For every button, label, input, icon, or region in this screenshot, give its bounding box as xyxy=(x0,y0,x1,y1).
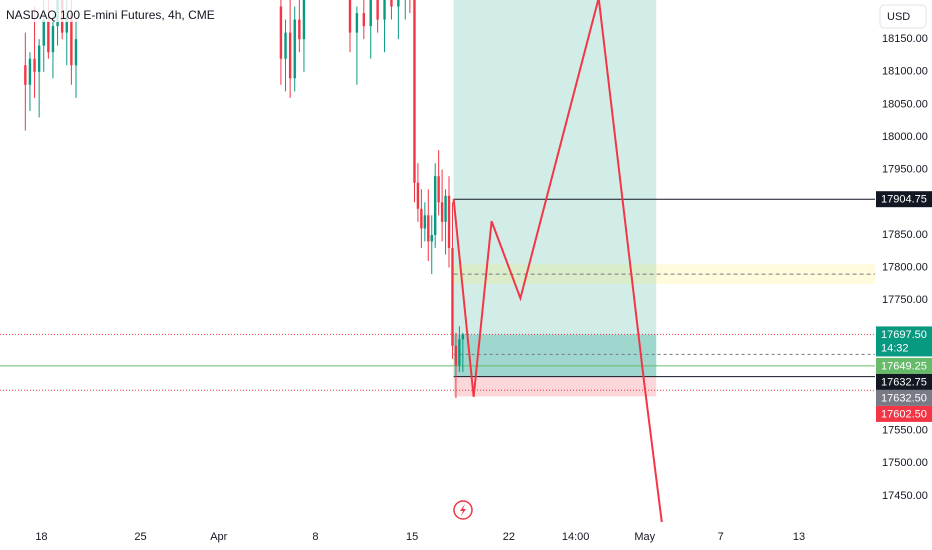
candle-body xyxy=(70,13,73,66)
candle-body xyxy=(298,19,301,40)
candle-body xyxy=(433,176,437,235)
title-bg xyxy=(0,0,240,22)
candle-body xyxy=(284,32,287,59)
price-tag xyxy=(876,191,932,208)
x-tick-label: 14:00 xyxy=(562,531,590,543)
chart-title: NASDAQ 100 E-mini Futures, 4h, CME xyxy=(6,8,215,22)
candle-body xyxy=(416,182,420,209)
candle-body xyxy=(362,13,366,27)
candle-body xyxy=(74,39,78,66)
open-profit xyxy=(453,334,657,377)
candle-body xyxy=(420,208,423,229)
x-tick-label: May xyxy=(634,531,655,543)
candle-body xyxy=(451,247,454,346)
price-tag-countdown: 14:32 xyxy=(881,342,909,354)
price-tag xyxy=(876,326,932,357)
candle-body xyxy=(454,345,458,366)
x-tick-label: 7 xyxy=(718,531,724,543)
alert-icon[interactable] xyxy=(453,500,473,520)
candle-body xyxy=(288,32,292,79)
price-tag-label: 17632.50 xyxy=(881,392,927,404)
price-tag-label: 17649.25 xyxy=(881,360,927,372)
currency-button[interactable] xyxy=(879,4,927,29)
candle-body xyxy=(458,339,461,366)
y-tick-label: 17550.00 xyxy=(882,425,928,437)
candle-body xyxy=(293,19,296,79)
candle-body xyxy=(397,0,400,7)
y-tick-label: 17950.00 xyxy=(882,164,928,176)
x-tick-label: 8 xyxy=(312,531,318,543)
price-tag xyxy=(876,389,932,406)
y-tick-label: 18050.00 xyxy=(882,98,928,110)
price-tag xyxy=(876,373,932,390)
candle-body xyxy=(423,215,427,229)
candle-body xyxy=(440,202,444,222)
price-tag-label: 17602.50 xyxy=(881,408,927,420)
candle-body xyxy=(444,195,447,222)
y-tick-label: 17500.00 xyxy=(882,457,928,469)
x-tick-label: 25 xyxy=(134,531,146,543)
price-tag-label: 17697.50 xyxy=(881,329,927,341)
y-tick-label: 17450.00 xyxy=(882,490,928,502)
candle-body xyxy=(447,195,451,248)
y-tick-label: 18150.00 xyxy=(882,33,928,45)
price-tag-label: 17632.75 xyxy=(881,376,927,388)
candle-body xyxy=(383,0,386,20)
target-zone xyxy=(453,0,657,377)
candle-body xyxy=(33,58,36,72)
candle-body xyxy=(427,215,430,242)
price-tag xyxy=(876,405,932,422)
x-tick-label: 13 xyxy=(793,531,805,543)
y-tick-label: 18100.00 xyxy=(882,66,928,78)
candle-body xyxy=(24,65,27,85)
candle-body xyxy=(28,58,32,85)
candle-body xyxy=(51,26,55,53)
candle-body xyxy=(413,0,416,183)
candle-body xyxy=(430,234,433,242)
candle-body xyxy=(302,0,306,40)
candle-body xyxy=(65,13,68,33)
candle-body xyxy=(390,0,393,7)
y-tick-label: 17850.00 xyxy=(882,229,928,241)
plot-area xyxy=(0,0,875,523)
x-tick-label: 22 xyxy=(503,531,515,543)
x-tick-label: 15 xyxy=(406,531,418,543)
candle-body xyxy=(279,6,283,59)
candle-body xyxy=(355,13,359,33)
stop-zone xyxy=(453,376,657,397)
candle-body xyxy=(348,0,352,33)
candle-body xyxy=(376,0,379,20)
candle-body xyxy=(369,0,372,27)
projection-line xyxy=(452,0,663,523)
price-tag-label: 17904.75 xyxy=(881,194,927,206)
x-tick-label: 18 xyxy=(35,531,47,543)
candle-body xyxy=(37,45,41,72)
y-tick-label: 18000.00 xyxy=(882,131,928,143)
candle-body xyxy=(47,19,50,53)
x-tick-label: Apr xyxy=(210,531,227,543)
candle-body xyxy=(461,334,465,340)
candle-body xyxy=(437,176,440,203)
y-tick-label: 17800.00 xyxy=(882,261,928,273)
price-tag xyxy=(876,357,932,374)
currency[interactable]: USD xyxy=(887,11,910,23)
candle-body xyxy=(42,19,45,46)
y-tick-label: 17750.00 xyxy=(882,294,928,306)
